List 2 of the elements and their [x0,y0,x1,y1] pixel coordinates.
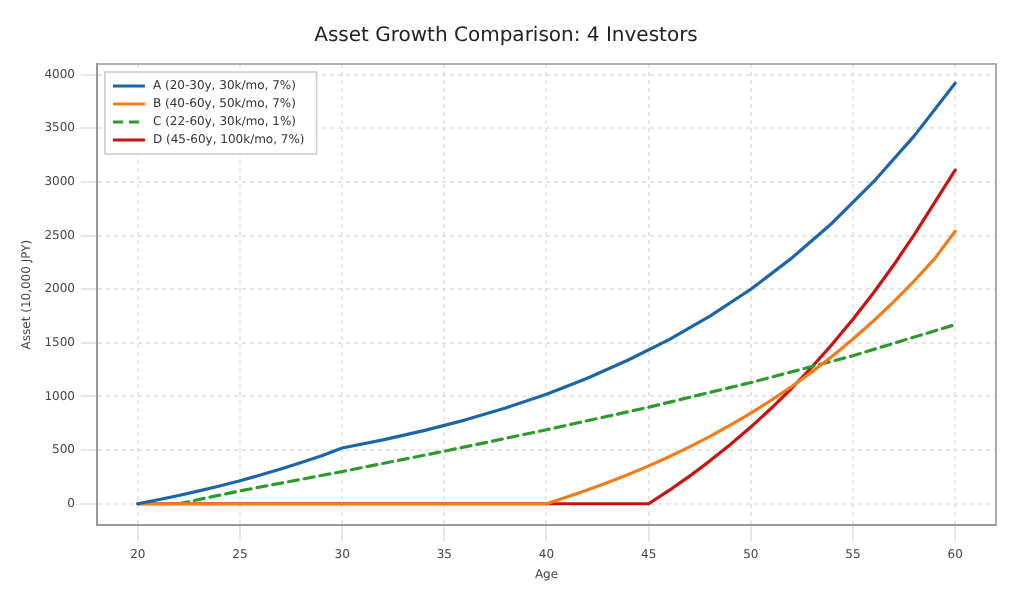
line-series [177,323,957,506]
chart-title: Asset Growth Comparison: 4 Investors [314,25,698,48]
